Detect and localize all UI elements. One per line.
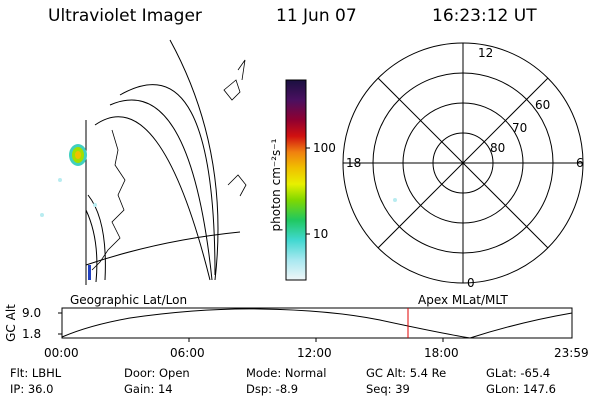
- auroral-emission: [40, 144, 397, 280]
- geographic-map: [85, 39, 247, 285]
- latitude-line: [85, 209, 98, 283]
- lat-label-80: 80: [490, 141, 506, 155]
- lat-label-70: 70: [512, 121, 528, 135]
- orbit-x-tick: 23:59: [554, 346, 589, 360]
- mlt-label-0: 0: [467, 276, 475, 290]
- altitude-curve: [61, 308, 573, 339]
- lat-label-60: 60: [535, 98, 551, 112]
- colorbar-tick-label: 10: [313, 227, 329, 241]
- door-status: Door: Open: [124, 366, 190, 380]
- geographic-caption: Geographic Lat/Lon: [70, 293, 188, 307]
- coastline: [91, 129, 126, 271]
- colorbar-unit-label: photon cm⁻²s⁻¹: [269, 138, 283, 232]
- coastline: [227, 174, 247, 197]
- coastline: [223, 79, 241, 101]
- seq-status: Seq: 39: [366, 382, 410, 396]
- orbit-plot: [58, 307, 573, 342]
- latitude-line: [87, 194, 106, 281]
- orbit-y-tick: 9.0: [22, 306, 42, 320]
- orbit-x-tick: 06:00: [170, 346, 205, 360]
- polar-plot: [342, 42, 584, 284]
- orbit-y-tick: 1.8: [22, 327, 42, 341]
- colorbar-tick-label: 100: [313, 141, 336, 155]
- instrument-title: Ultraviolet Imager: [48, 6, 202, 26]
- meridian-line: [109, 99, 213, 281]
- meridian-line: [119, 84, 216, 276]
- mlt-label-18: 18: [346, 156, 362, 170]
- date-label: 11 Jun 07: [276, 6, 357, 26]
- glat-status: GLat: -65.4: [486, 366, 551, 380]
- dsp-status: Dsp: -8.9: [246, 382, 299, 396]
- colorbar: [285, 79, 307, 281]
- glon-status: GLon: 147.6: [486, 382, 556, 396]
- time-label: 16:23:12 UT: [432, 6, 537, 26]
- gc-alt-status: GC Alt: 5.4 Re: [366, 366, 447, 380]
- polar-axis: [377, 77, 549, 249]
- mode-status: Mode: Normal: [246, 366, 327, 380]
- orbit-x-tick: 18:00: [424, 346, 459, 360]
- filter-status: Flt: LBHL: [10, 366, 62, 380]
- ip-status: IP: 36.0: [10, 382, 54, 396]
- meridian-line: [94, 116, 211, 281]
- coastline: [237, 59, 246, 81]
- apex-caption: Apex MLat/MLT: [418, 293, 508, 307]
- orbit-x-tick: 00:00: [44, 346, 79, 360]
- mlt-label-12: 12: [478, 46, 494, 60]
- mlt-label-6: 6: [576, 156, 584, 170]
- orbit-x-tick: 12:00: [297, 346, 332, 360]
- orbit-y-axis-label: GC Alt: [4, 304, 18, 342]
- meridian-line: [169, 39, 219, 281]
- gain-status: Gain: 14: [124, 382, 173, 396]
- latitude-line: [85, 231, 241, 266]
